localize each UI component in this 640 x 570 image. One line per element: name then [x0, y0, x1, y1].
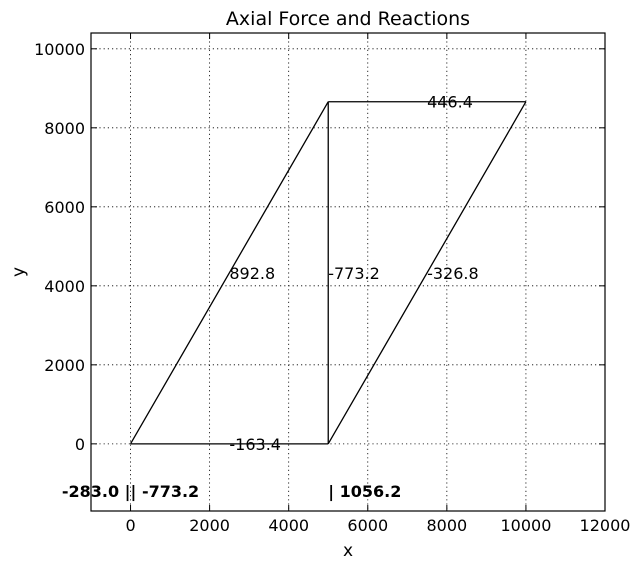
x-tick-label: 0 — [125, 516, 135, 535]
reaction-force-label: | 1056.2 — [328, 482, 401, 502]
member-force-label: -773.2 — [328, 264, 380, 283]
axis-ticks: 0 2000 4000 6000 8000 10000 12000 0 2000 4000 6000… — [34, 33, 630, 535]
y-tick-label: 0 — [75, 435, 85, 454]
reaction-labels: -283.0 || -773.2 | 1056.2 — [62, 482, 402, 502]
x-tick-label: 12000 — [580, 516, 631, 535]
x-tick-label: 8000 — [426, 516, 467, 535]
y-tick-label: 6000 — [44, 198, 85, 217]
grid-lines — [91, 33, 606, 511]
member-force-label: -326.8 — [427, 264, 479, 283]
truss-member-line — [129, 101, 329, 445]
member-force-label: 446.4 — [427, 93, 473, 112]
y-tick-label: 10000 — [34, 40, 85, 59]
plot-frame — [90, 32, 606, 512]
member-force-label: 892.8 — [229, 264, 275, 283]
y-tick-label: 8000 — [44, 119, 85, 138]
x-tick-label: 2000 — [189, 516, 230, 535]
truss-member-line — [327, 101, 527, 445]
x-tick-label: 10000 — [500, 516, 551, 535]
truss-members — [129, 101, 527, 445]
reaction-force-label: -283.0 || -773.2 — [62, 482, 199, 502]
y-tick-label: 2000 — [44, 356, 85, 375]
x-tick-label: 6000 — [347, 516, 388, 535]
y-tick-label: 4000 — [44, 277, 85, 296]
x-tick-label: 4000 — [268, 516, 309, 535]
member-force-label: -163.4 — [229, 435, 281, 454]
member-force-labels: 892.8 -773.2 -326.8 446.4 -163.4 — [229, 93, 478, 454]
x-axis-label: x — [343, 541, 353, 561]
y-axis-label: y — [9, 267, 29, 277]
chart-title: Axial Force and Reactions — [226, 8, 470, 30]
